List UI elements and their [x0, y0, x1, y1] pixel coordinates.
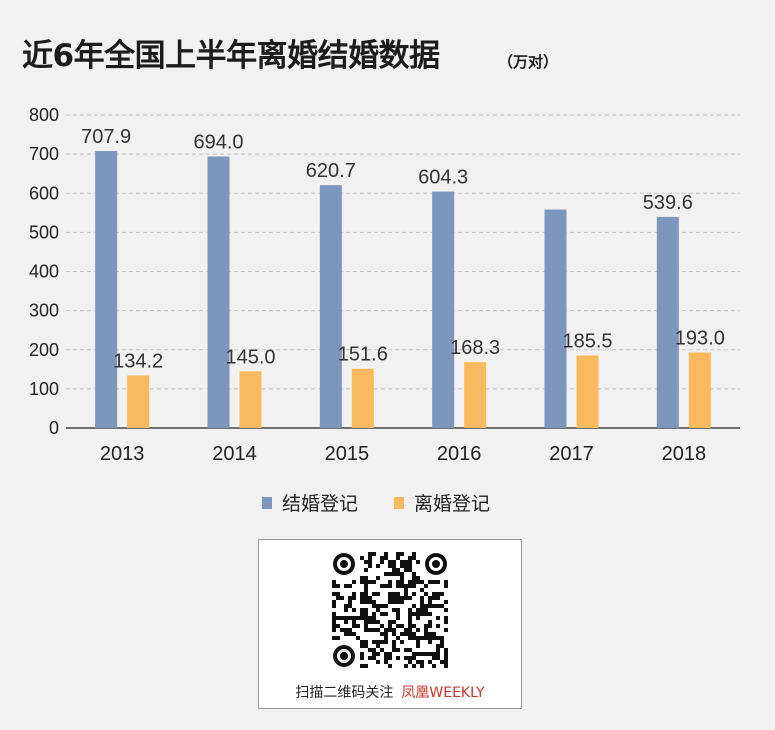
data-label: 185.5	[562, 330, 612, 352]
chart-title: 近6年全国上半年离婚结婚数据	[22, 38, 440, 74]
legend-label-marriage: 结婚登记	[282, 493, 359, 515]
y-tick-label: 0	[49, 418, 59, 438]
bar-marriage	[656, 216, 679, 428]
data-label: 604.3	[418, 167, 468, 189]
bar-divorce	[127, 375, 150, 428]
bar-chart: 0 100 200 300 400 500 600 700 800 707.9 134.2 2013 6…	[29, 105, 740, 465]
bar-divorce	[464, 362, 487, 428]
y-tick-label: 400	[29, 262, 59, 282]
data-label: 134.2	[113, 350, 163, 372]
qr-code-icon[interactable]	[332, 552, 448, 668]
x-tick-label: 2018	[662, 443, 707, 465]
y-tick-label: 600	[29, 183, 59, 203]
bar-divorce	[351, 368, 374, 428]
legend-swatch-marriage	[262, 496, 272, 509]
bar-divorce	[688, 352, 711, 428]
y-tick-label: 100	[29, 379, 59, 399]
x-tick-label: 2013	[100, 443, 145, 465]
legend: 结婚登记 离婚登记	[262, 489, 526, 516]
qr-caption: 扫描二维码关注 凤凰WEEKLY	[259, 682, 521, 702]
legend-swatch-divorce	[394, 496, 405, 509]
x-tick-label: 2017	[549, 443, 594, 465]
y-tick-label: 200	[29, 340, 59, 360]
bar-marriage	[95, 151, 118, 428]
data-label: 539.6	[643, 192, 693, 214]
data-label: 620.7	[306, 160, 356, 182]
legend-label-divorce: 离婚登记	[414, 493, 491, 515]
bar-divorce	[576, 355, 599, 428]
unit-label: （万对）	[498, 53, 559, 71]
y-tick-label: 800	[29, 105, 59, 125]
bar-marriage	[207, 156, 230, 428]
bar-marriage	[319, 185, 342, 428]
qr-caption-text: 扫描二维码关注	[295, 685, 394, 701]
x-tick-label: 2014	[212, 443, 257, 465]
data-label: 694.0	[193, 131, 243, 153]
qr-panel: 扫描二维码关注 凤凰WEEKLY	[258, 539, 522, 709]
data-label: 145.0	[225, 346, 275, 368]
y-tick-label: 700	[29, 144, 59, 164]
data-label: 193.0	[675, 327, 725, 349]
data-label: 707.9	[81, 126, 131, 148]
y-tick-label: 300	[29, 301, 59, 321]
bar-marriage	[432, 191, 455, 428]
y-tick-label: 500	[29, 222, 59, 242]
x-tick-label: 2015	[325, 443, 370, 465]
legend-item-marriage: 结婚登记	[262, 489, 358, 516]
data-label: 151.6	[338, 344, 388, 366]
x-tick-label: 2016	[437, 443, 482, 465]
qr-brand: 凤凰WEEKLY	[401, 685, 485, 701]
legend-item-divorce: 离婚登记	[394, 489, 490, 516]
data-label: 168.3	[450, 337, 500, 359]
bar-divorce	[239, 371, 262, 428]
bar-marriage	[544, 209, 567, 428]
